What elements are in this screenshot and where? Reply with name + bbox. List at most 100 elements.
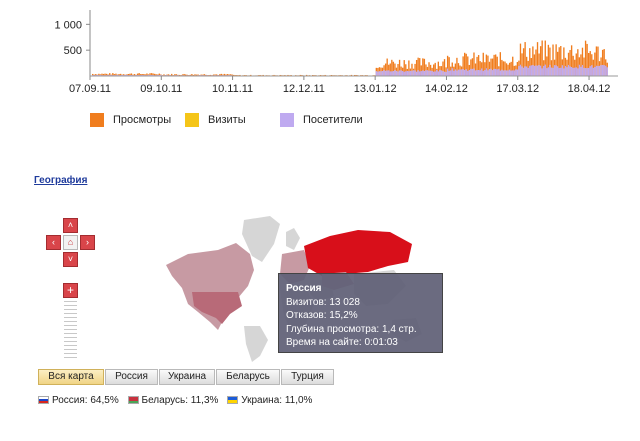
zoom-slider[interactable]	[64, 301, 77, 361]
bar-visitors-301	[558, 67, 560, 76]
bar-visitors-258	[491, 70, 494, 76]
bar-views-121	[279, 74, 281, 76]
bar-visitors-217	[428, 70, 430, 76]
bar-views-214	[423, 58, 426, 76]
bar-views-226	[442, 61, 444, 76]
tab-belarus[interactable]: Беларусь	[216, 369, 280, 385]
country-share-ukraine-text: Украина: 11,0%	[241, 395, 313, 406]
bar-views-202	[405, 64, 407, 76]
bar-visitors-43	[158, 74, 160, 76]
bar-views-277	[521, 53, 523, 76]
bar-views-15	[115, 73, 117, 76]
bar-visitors-229	[446, 68, 449, 76]
country-share-list: Россия: 64,5% Беларусь: 11,3% Украина: 1…	[38, 394, 318, 407]
bar-views-282	[529, 48, 531, 76]
map-russia[interactable]	[304, 230, 412, 276]
bar-visitors-237	[459, 69, 461, 76]
map-usa[interactable]	[192, 292, 242, 324]
bar-visitors-211	[419, 71, 421, 76]
bar-views-189	[384, 63, 387, 76]
map-scandinavia[interactable]	[286, 228, 300, 250]
bar-visitors-201	[403, 71, 405, 76]
pan-up-button[interactable]: ˄	[63, 218, 78, 233]
bar-visitors-265	[502, 70, 505, 76]
bar-visitors-238	[460, 69, 463, 76]
bar-views-265	[502, 61, 505, 76]
bar-views-95	[239, 74, 241, 76]
tab-ukraine[interactable]: Украина	[159, 369, 215, 385]
tab-all-map[interactable]: Вся карта	[38, 369, 104, 385]
legend-item-visitors[interactable]: Посетители	[280, 112, 363, 128]
legend-swatch-views	[90, 113, 104, 128]
bar-visitors-240	[464, 70, 466, 76]
bar-visitors-249	[477, 69, 480, 76]
bar-views-312	[575, 53, 577, 76]
bar-visitors-292	[544, 64, 546, 76]
map-pan-control: ˄ ‹ ⌂ › ˅	[46, 218, 96, 268]
flag-ukraine-icon	[227, 396, 239, 405]
bar-visitors-289	[539, 65, 542, 76]
bar-visitors-253	[484, 70, 486, 76]
map-south-america[interactable]	[244, 326, 268, 362]
pan-down-button[interactable]: ˅	[63, 252, 78, 267]
bar-visitors-309	[570, 67, 573, 76]
bar-visitors-236	[457, 69, 460, 76]
bar-views-40	[154, 73, 156, 76]
bar-visitors-326	[597, 65, 599, 76]
bar-views-321	[589, 51, 591, 76]
bar-views-308	[569, 49, 571, 76]
bar-views-235	[456, 57, 458, 76]
bar-visitors-283	[530, 65, 532, 76]
geography-link[interactable]: География	[34, 175, 88, 186]
country-share-russia-text: Россия: 64,5%	[52, 395, 119, 406]
bar-visitors-216	[426, 70, 429, 76]
bar-views-59	[183, 73, 185, 76]
bar-visitors-332	[606, 67, 608, 76]
bar-views-324	[594, 52, 596, 76]
bar-views-4	[98, 73, 100, 76]
bar-views-315	[580, 54, 582, 76]
bar-views-20	[123, 74, 125, 76]
tab-turkey[interactable]: Турция	[281, 369, 334, 385]
bar-visitors-251	[481, 68, 483, 76]
legend-item-views[interactable]: Просмотры	[90, 112, 171, 128]
bar-visitors-269	[508, 69, 511, 76]
map-tooltip: Россия Визитов: 13 028 Отказов: 15,2% Гл…	[278, 273, 443, 353]
bar-views-297	[552, 44, 554, 76]
bar-visitors-37	[149, 74, 151, 76]
legend-item-visits[interactable]: Визиты	[185, 112, 246, 128]
bar-visitors-244	[470, 68, 472, 76]
zoom-in-button[interactable]: +	[63, 283, 78, 298]
map-greenland[interactable]	[242, 216, 280, 262]
home-icon[interactable]: ⌂	[63, 235, 78, 250]
legend-label-visitors: Посетители	[303, 114, 363, 126]
bar-views-245	[471, 58, 474, 76]
bar-visitors-306	[566, 67, 568, 76]
bar-visitors-273	[515, 69, 517, 76]
bar-visitors-320	[588, 67, 590, 76]
bar-visitors-266	[504, 70, 506, 76]
bar-views-270	[510, 61, 512, 76]
bar-views-169	[353, 74, 356, 76]
x-tick-label-1: 09.10.11	[140, 83, 182, 95]
bar-views-278	[522, 48, 525, 76]
map-north-america[interactable]	[166, 243, 254, 330]
legend-label-views: Просмотры	[113, 114, 172, 126]
bar-visitors-224	[439, 69, 441, 76]
bar-visitors-199	[400, 70, 402, 76]
bar-views-80	[216, 74, 218, 76]
pan-right-button[interactable]: ›	[80, 235, 95, 250]
tab-russia[interactable]: Россия	[105, 369, 158, 385]
bar-views-68	[197, 74, 199, 76]
bar-visitors-203	[406, 70, 408, 76]
bar-visitors-19	[121, 74, 123, 76]
bar-views-210	[417, 57, 419, 76]
bar-visitors-228	[445, 71, 447, 76]
bar-views-126	[287, 74, 289, 76]
bar-visitors-5	[99, 74, 102, 76]
bar-views-213	[422, 58, 424, 76]
pan-left-button[interactable]: ‹	[46, 235, 61, 250]
y-tick-label-0: 1 000	[54, 19, 82, 31]
x-tick-label-2: 10.11.11	[212, 83, 253, 95]
bar-views-267	[505, 63, 508, 76]
